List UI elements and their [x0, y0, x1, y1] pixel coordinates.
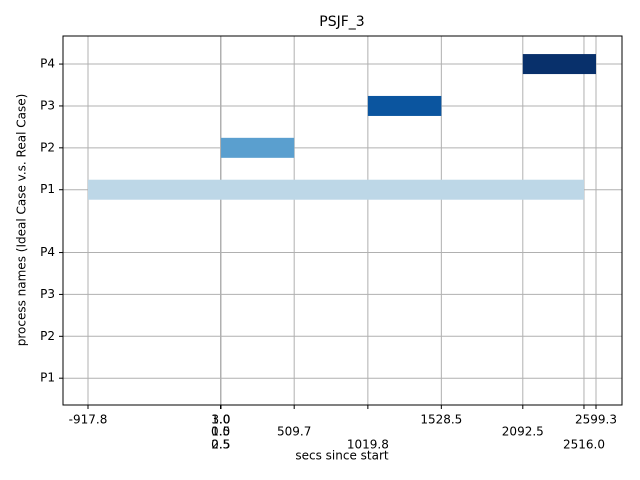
task-bar	[367, 95, 442, 116]
y-axis-label: process names (Ideal Case v.s. Real Case…	[15, 94, 29, 347]
task-bar	[220, 137, 295, 158]
x-tick-label: 0.5	[211, 438, 230, 452]
x-tick-label: 1019.8	[347, 438, 389, 452]
y-tick-label: P2	[40, 140, 55, 154]
x-tick-label: 1.5	[211, 425, 230, 439]
x-tick-label: 1.0	[211, 413, 230, 427]
x-tick-label: 3.0	[211, 413, 230, 427]
chart-title: PSJF_3	[319, 14, 364, 30]
y-tick-label: P3	[40, 98, 55, 112]
x-axis-label: secs since start	[295, 449, 389, 463]
x-tick-label: 1528.5	[420, 413, 462, 427]
x-tick-label: 2092.5	[502, 425, 544, 439]
x-tick-label: -917.8	[69, 413, 108, 427]
x-tick-label: 2516.0	[563, 438, 605, 452]
task-bar	[522, 54, 597, 75]
x-tick-label: 509.7	[277, 425, 311, 439]
x-tick-label: 0.0	[211, 425, 230, 439]
y-tick-label: P4	[40, 57, 55, 71]
y-tick-label: P1	[40, 371, 55, 385]
x-tick-label: 2599.3	[575, 413, 617, 427]
y-tick-label: P2	[40, 329, 55, 343]
task-bar	[88, 179, 584, 200]
y-tick-label: P1	[40, 182, 55, 196]
y-tick-label: P3	[40, 287, 55, 301]
plot-frame	[62, 35, 623, 406]
x-tick-label: 2.5	[211, 438, 230, 452]
y-tick-label: P4	[40, 245, 55, 259]
